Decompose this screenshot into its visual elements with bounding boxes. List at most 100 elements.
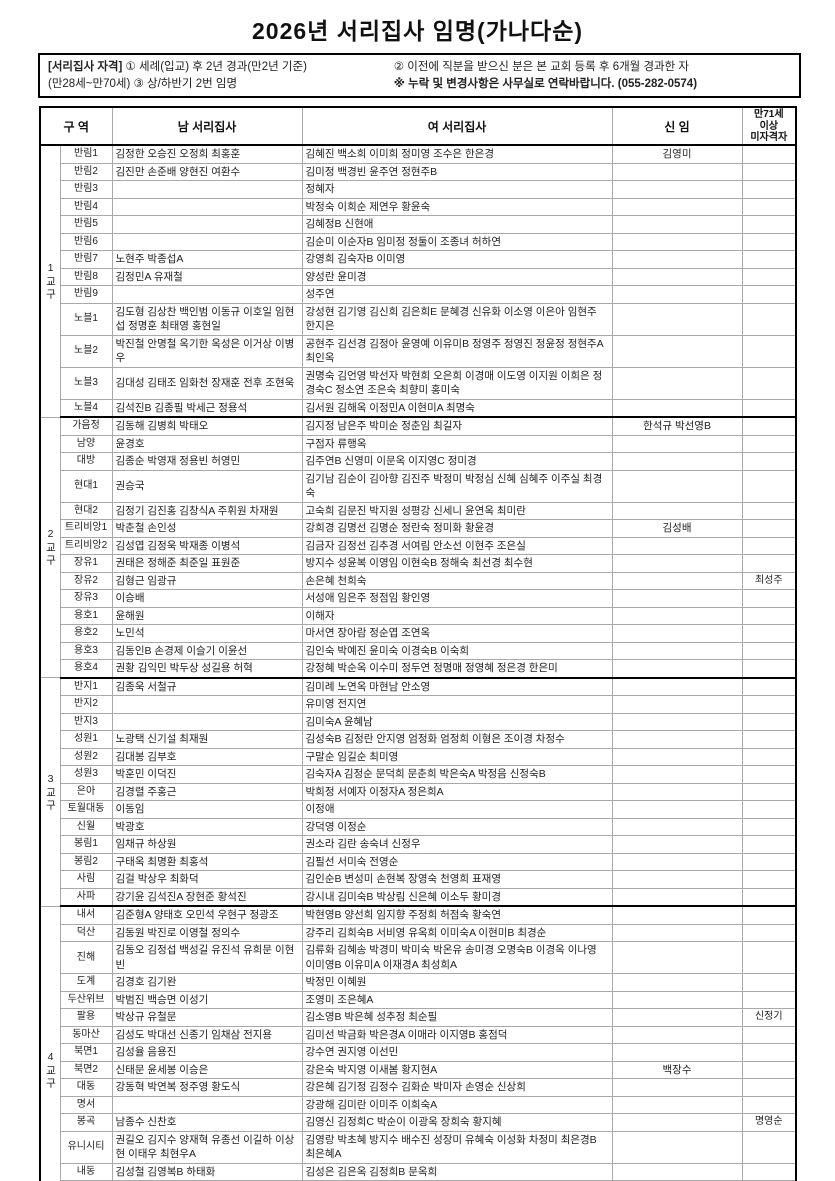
male-deacons-cell: 김대봉 김부호 [111, 747, 303, 767]
over71-cell [741, 589, 797, 608]
female-deacons-cell: 공현주 김선경 김정아 윤영예 이유미B 정영주 정영진 정윤정 정현주A 최인… [301, 334, 613, 368]
female-deacons-cell: 강주리 김희숙B 서비영 유옥희 이미숙A 이현미B 최경순 [301, 923, 613, 943]
over71-cell [741, 852, 797, 872]
notice-qual-label: [서리집사 자격] [48, 61, 123, 73]
over71-cell [741, 782, 797, 802]
over71-cell [741, 606, 797, 626]
zone-cell: 반지3 [59, 712, 113, 732]
new-appointee-cell [611, 1130, 743, 1164]
notice-item-1: ① 세례(입교) 후 2년 경과(만2년 기준) [125, 61, 307, 73]
male-deacons-cell: 박범진 백승면 이성기 [111, 990, 303, 1010]
over71-cell [741, 554, 797, 573]
male-deacons-cell: 이동임 [111, 800, 303, 819]
over71-cell: 명영순 [741, 1113, 797, 1132]
male-deacons-cell: 강동혁 박연복 정주영 황도식 [111, 1078, 303, 1097]
female-deacons-cell: 이정애 [301, 800, 613, 819]
table-row: 명서 강광해 김미란 이미주 이희숙A [40, 1095, 797, 1115]
male-deacons-cell: 김성도 박대선 신종기 임채삼 전지용 [111, 1025, 303, 1045]
zone-cell: 용호2 [59, 624, 113, 643]
zone-cell: 장유2 [59, 571, 113, 591]
zone-cell: 대방 [59, 452, 113, 471]
zone-cell: 북면2 [59, 1060, 113, 1080]
notice-line-2-right: ※ 누락 및 변경사항은 사무실로 연락바랍니다. (055-282-0574) [394, 76, 795, 93]
table-row: 3교구 반지1 김종욱 서철규 김미례 노연옥 마현남 안소영 [39, 677, 797, 907]
male-deacons-cell: 윤경호 [111, 434, 303, 454]
new-appointee-cell [611, 712, 743, 732]
zone-cell: 반림7 [59, 250, 113, 269]
group-label: 4교구 [39, 905, 61, 1181]
table-row: 북면1 김성율 음용진 강수연 권지영 이선민 [40, 1043, 797, 1062]
female-deacons-cell: 강덕영 이정순 [301, 817, 613, 837]
notice-age-range: (만28세~만70세) [48, 77, 131, 90]
over71-cell [741, 923, 797, 943]
female-deacons-cell: 김성은 김은옥 김정희B 문옥희 [301, 1162, 613, 1181]
zone-cell: 사파 [59, 887, 113, 908]
new-appointee-cell [611, 624, 743, 643]
zone-cell: 은아 [59, 782, 113, 802]
male-deacons-cell [111, 285, 303, 304]
table-row: 2교구 가음정 김동해 김병희 박태오 김지정 남은주 박미순 정춘임 최길자 한석규 … [39, 416, 797, 679]
group-label: 2교구 [39, 416, 61, 679]
new-appointee-cell [611, 180, 743, 199]
female-deacons-cell: 이해자 [301, 606, 613, 626]
over71-cell [741, 973, 797, 992]
notice-contact: ※ 누락 및 변경사항은 사무실로 연락바랍니다. (055-282-0574) [393, 77, 698, 90]
female-deacons-cell: 김숙자A 김정순 문덕희 문춘희 박은숙A 박정음 신정숙B [301, 765, 613, 784]
notice-line-1-right: ② 이전에 직분을 받으신 분은 본 교회 등록 후 6개월 경과한 자 [394, 59, 795, 76]
female-deacons-cell: 박현영B 양선희 임지향 주정희 허점숙 황숙연 [301, 905, 613, 925]
new-appointee-cell [611, 1113, 743, 1132]
new-appointee-cell [611, 334, 743, 368]
new-appointee-cell [611, 434, 743, 454]
table-row: 용호2 노민석 마서연 장아람 정순엽 조연옥 [40, 624, 797, 643]
female-deacons-cell: 조영미 조은혜A [301, 990, 613, 1010]
female-deacons-cell: 강희경 김명선 김명순 정란숙 정미화 황윤경 [301, 519, 613, 538]
table-row: 반림4 박정숙 이희순 제연우 황윤숙 [40, 197, 797, 217]
zone-cell: 명서 [59, 1095, 113, 1115]
zone-cell: 반지1 [59, 677, 113, 697]
zone-cell: 내동 [59, 1162, 113, 1181]
table-row: 봉림1 임채규 하상원 권소라 김란 송숙녀 신정우 [40, 835, 797, 854]
over71-cell [741, 870, 797, 889]
new-appointee-cell [611, 870, 743, 889]
new-appointee-cell [611, 782, 743, 802]
male-deacons-cell: 신태문 윤세봉 이승은 [111, 1060, 303, 1080]
col-header-zone: 구 역 [39, 106, 113, 147]
zone-cell: 덕산 [59, 923, 113, 943]
over71-cell [741, 215, 797, 234]
new-appointee-cell [611, 695, 743, 714]
male-deacons-cell: 박춘철 손인성 [111, 519, 303, 538]
zone-cell: 현대2 [59, 501, 113, 521]
male-deacons-cell: 김동원 박진로 이영철 정의수 [111, 923, 303, 943]
male-deacons-cell: 권태은 정해준 최준일 표원준 [111, 554, 303, 573]
zone-cell: 반림8 [59, 267, 113, 287]
female-deacons-cell: 김필선 서미숙 전영순 [301, 852, 613, 872]
new-appointee-cell [611, 501, 743, 521]
table-row: 성원1 노광택 신기설 최재원 김성숙B 김정란 안지영 엄정화 엄정희 이형은 조… [40, 730, 797, 749]
new-appointee-cell [611, 215, 743, 234]
male-deacons-cell: 노현주 박종섭A [111, 250, 303, 269]
over71-cell [741, 677, 797, 697]
table-row: 반림7 노현주 박종섭A 강영희 김숙자B 이미영 [40, 250, 797, 269]
zone-cell: 반림1 [59, 144, 113, 164]
table-row: 성원2 김대봉 김부호 구말순 임길순 최미영 [40, 747, 797, 767]
male-deacons-cell: 박훈민 이덕진 [111, 765, 303, 784]
col-header-male: 남 서리집사 [111, 106, 303, 147]
new-appointee-cell [611, 641, 743, 661]
new-appointee-cell: 백장수 [611, 1060, 743, 1080]
new-appointee-cell [611, 973, 743, 992]
table-row: 장유2 김형근 임광규 손은혜 천희숙 최성주 [40, 571, 797, 591]
over71-cell [741, 905, 797, 925]
table-row: 대동 강동혁 박연복 정주영 황도식 강은혜 김기정 김정수 김화순 박미자 손영순… [40, 1078, 797, 1097]
female-deacons-cell: 서성애 임은주 정점임 황인영 [301, 589, 613, 608]
new-appointee-cell [611, 923, 743, 943]
table-row: 노블1 김도형 김상찬 백인범 이동규 이호일 임현섭 정명훈 최태영 홍현일 강성… [40, 302, 797, 336]
over71-cell [741, 398, 797, 419]
male-deacons-cell: 김걸 박상우 최화덕 [111, 870, 303, 889]
table-row: 대방 김종순 박영재 정용빈 허영민 김주연B 신영미 이문옥 이지영C 정미경 [40, 452, 797, 471]
table-row: 진해 김동오 김정섭 백성길 유진석 유희문 이현빈 김류화 김혜송 박경미 박미숙… [40, 941, 797, 975]
female-deacons-cell: 강광해 김미란 이미주 이희숙A [301, 1095, 613, 1115]
over71-cell [741, 659, 797, 679]
zone-cell: 반림2 [59, 162, 113, 182]
table-row: 토월대동 이동임 이정애 [40, 800, 797, 819]
over71-cell [741, 197, 797, 217]
